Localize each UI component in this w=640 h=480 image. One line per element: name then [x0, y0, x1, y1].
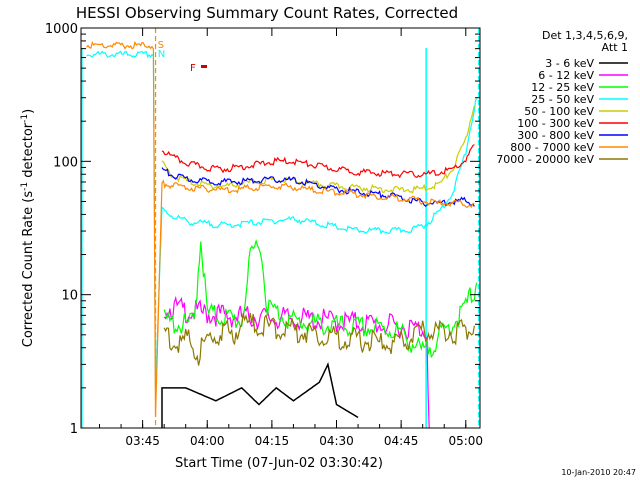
- y-axis: 1 10 100 1000: [45, 22, 480, 437]
- x-tick-label-6: 05:00: [448, 434, 483, 448]
- series-line-5: [161, 105, 475, 194]
- series-line-8: [86, 40, 475, 417]
- flag-label-f: F: [190, 63, 196, 74]
- y-axis-label: Corrected Count Rate (s-1 detector-1): [20, 109, 36, 347]
- x-tick-label-3: 04:15: [255, 434, 290, 448]
- legend-label-6: 100 - 300 keV: [517, 117, 594, 130]
- x-axis-label: Start Time (07-Jun-02 03:30:42): [175, 456, 383, 471]
- x-tick-label-1: 03:45: [125, 434, 160, 448]
- legend-header-line-1: Det 1,3,4,5,6,9,: [542, 29, 628, 42]
- plot-area: SN F: [81, 28, 480, 428]
- x-tick-label-2: 04:00: [190, 434, 225, 448]
- x-tick-label-5: 04:45: [384, 434, 419, 448]
- legend-label-7: 300 - 800 keV: [517, 129, 594, 142]
- legend-label-5: 50 - 100 keV: [524, 105, 594, 118]
- series-line-3: [163, 238, 478, 359]
- chart-title: HESSI Observing Summary Count Rates, Cor…: [76, 4, 458, 22]
- flag-label-n: N: [158, 49, 165, 60]
- legend-label-3: 12 - 25 keV: [531, 81, 594, 94]
- plot-frame: [80, 27, 481, 429]
- series-line-1: [161, 362, 359, 428]
- y-tick-label-1: 1: [70, 422, 78, 437]
- series-line-4: [86, 50, 478, 391]
- y-tick-label-4: 1000: [45, 22, 78, 37]
- x-tick-label-4: 04:30: [319, 434, 354, 448]
- footer-date: 10-Jan-2010 20:47: [561, 468, 636, 477]
- legend-label-1: 3 - 6 keV: [545, 57, 594, 70]
- series-line-9: [163, 313, 475, 366]
- series-line-7: [161, 167, 475, 207]
- legend-label-8: 800 - 7000 keV: [510, 141, 594, 154]
- flag-label-s: S: [158, 40, 164, 51]
- y-tick-label-3: 100: [53, 155, 78, 170]
- flag-bar-f: [201, 64, 208, 68]
- legend-label-9: 7000 - 20000 keV: [496, 153, 594, 166]
- legend-label-2: 6 - 12 keV: [538, 69, 594, 82]
- legend-header-line-2: Att 1: [602, 41, 628, 54]
- series-line-6: [161, 144, 475, 179]
- legend-label-4: 25 - 50 keV: [531, 93, 594, 106]
- y-tick-label-2: 10: [61, 289, 78, 304]
- x-axis: 03:45 04:00 04:15 04:30 04:45 05:00: [99, 28, 483, 448]
